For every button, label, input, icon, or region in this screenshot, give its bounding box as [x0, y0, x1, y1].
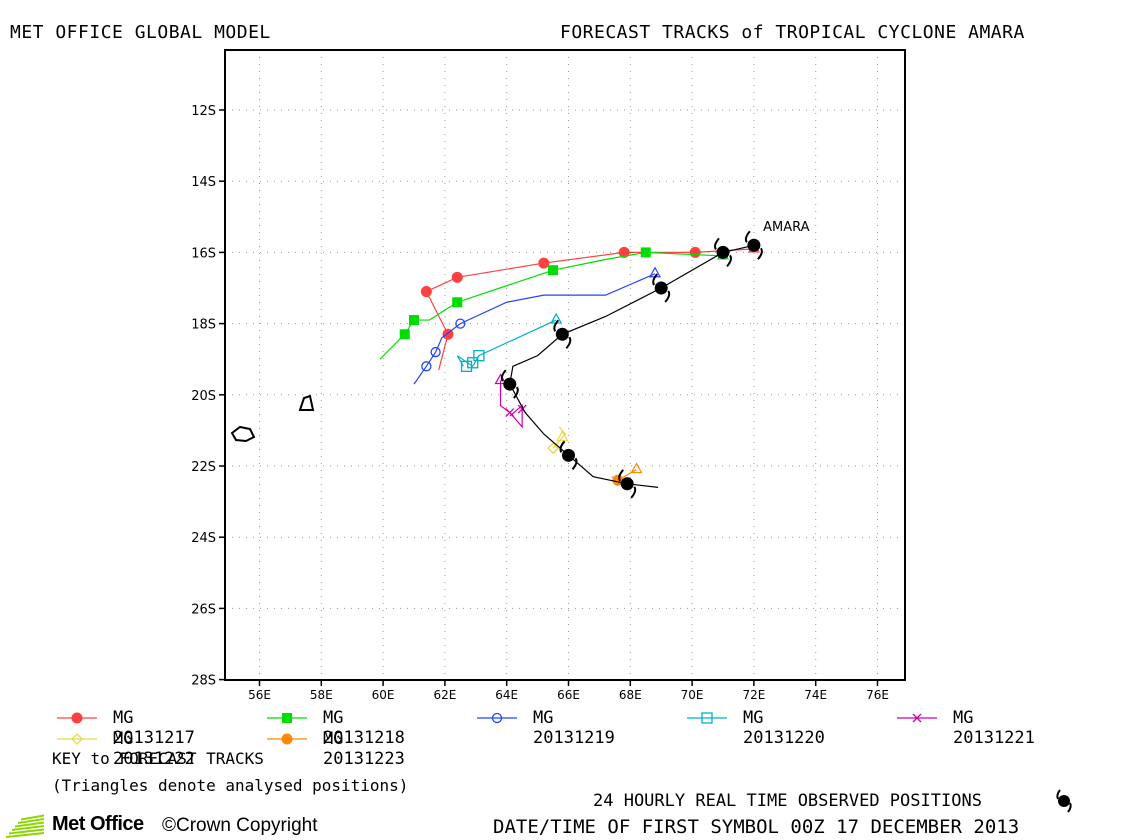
track-marker [640, 247, 651, 258]
crown-copyright: ©Crown Copyright [162, 815, 318, 836]
observed-track-line [509, 244, 755, 488]
storm-label: AMARA [763, 220, 810, 235]
x-axis-ticks: 56E 58E 60E 62E 64E 66E 68E 70E 72E 74E 76E [248, 680, 889, 700]
legend-swatch-icon [267, 733, 307, 745]
track-marker [538, 257, 550, 269]
cyclone-symbol-icon [714, 237, 732, 268]
track-marker [421, 361, 432, 372]
legend-label: MG 20131217 [113, 708, 195, 748]
track-chart: 56E 58E 60E 62E 64E 66E 68E 70E 72E 74E 76E 12S 14S… [191, 49, 906, 700]
cyclone-symbol-icon [744, 230, 763, 260]
observed-positions-label: 24 HOURLY REAL TIME OBSERVED POSITIONS [593, 791, 982, 811]
legend-label: MG 20131222 [113, 729, 195, 769]
x-tick-label: 56E [248, 688, 271, 700]
forecast-track-2 [413, 266, 662, 385]
analysed-position-triangle [556, 430, 569, 442]
y-tick-label: 28S [191, 674, 216, 689]
track-marker [473, 349, 485, 362]
x-tick-label: 76E [866, 688, 889, 700]
key-title: KEY to FORECAST TRACKS [52, 749, 264, 768]
cyclone-symbol-icon [652, 273, 671, 303]
legend-swatch-icon [687, 712, 727, 724]
forecast-track-5 [547, 426, 569, 455]
track-marker [460, 360, 473, 372]
key-note: (Triangles denote analysed positions) [52, 776, 409, 795]
track-marker [420, 286, 432, 298]
x-tick-label: 74E [804, 688, 827, 700]
cyclone-symbol-icon [1056, 789, 1072, 813]
track-line [413, 273, 656, 385]
forecast-track-3 [456, 312, 563, 372]
first-symbol-datetime: DATE/TIME OF FIRST SYMBOL 00Z 17 DECEMBE… [493, 816, 1020, 838]
track-line [456, 319, 557, 368]
x-tick-label: 68E [619, 688, 642, 700]
cyclone-symbol-icon [559, 440, 578, 470]
cyclone-symbol-icon [500, 369, 519, 399]
track-marker [430, 346, 441, 358]
model-title: MET OFFICE GLOBAL MODEL [10, 22, 271, 43]
legend-label: MG 20131220 [743, 708, 825, 748]
observed-track [500, 230, 763, 499]
islands [230, 394, 315, 443]
plot-frame [224, 49, 906, 681]
island-reunion [230, 425, 256, 443]
island-mauritius [298, 394, 315, 411]
forecast-track-0 [420, 241, 760, 371]
x-tick-label: 64E [495, 688, 518, 700]
track-marker [451, 271, 463, 283]
y-tick-label: 20S [191, 389, 216, 404]
y-tick-label: 22S [191, 460, 216, 475]
legend-swatch-icon [57, 733, 97, 745]
track-marker [547, 442, 559, 455]
legend-label: MG 20131223 [323, 729, 405, 769]
met-office-logo-icon [6, 814, 44, 838]
y-tick-label: 16S [191, 246, 216, 261]
track-marker [399, 329, 410, 340]
y-tick-label: 18S [191, 318, 216, 333]
track-marker [689, 246, 701, 258]
y-tick-label: 26S [191, 602, 216, 617]
x-tick-label: 60E [372, 688, 395, 700]
y-tick-label: 12S [191, 104, 216, 119]
x-tick-label: 58E [310, 688, 333, 700]
legend-label: MG 20131218 [323, 708, 405, 748]
legend-swatch-icon [477, 712, 517, 724]
legend-label: MG 20131219 [533, 708, 615, 748]
track-marker [548, 265, 559, 276]
forecast-tracks [379, 241, 760, 486]
analysed-position-triangle [630, 462, 643, 474]
y-tick-label: 14S [191, 175, 216, 190]
cyclone-symbol-icon [553, 319, 572, 349]
chart-title: FORECAST TRACKS of TROPICAL CYCLONE AMAR… [560, 22, 1025, 43]
legend-swatch-icon [897, 713, 937, 723]
track-marker [505, 408, 515, 418]
x-tick-label: 62E [433, 688, 456, 700]
legend-swatch-icon [57, 712, 97, 724]
met-office-logo-text: Met Office [52, 813, 144, 835]
track-marker [467, 357, 479, 369]
y-tick-label: 24S [191, 531, 216, 546]
track-marker [618, 246, 630, 258]
x-tick-label: 66E [557, 688, 580, 700]
track-line [425, 248, 754, 371]
chart-grid [225, 50, 905, 681]
x-tick-label: 70E [681, 688, 704, 700]
x-tick-label: 72E [742, 688, 765, 700]
cyclone-symbol-icon [618, 469, 637, 499]
analysed-position-triangle [494, 373, 507, 385]
legend-swatch-icon [267, 713, 307, 723]
legend-label: MG 20131221 [953, 708, 1035, 748]
forecast-track-4 [494, 373, 527, 429]
track-marker [455, 318, 466, 329]
track-marker [452, 297, 463, 308]
track-marker [409, 315, 419, 326]
y-axis-ticks: 12S 14S 16S 18S 20S 22S 24S 26S 28S [191, 104, 225, 689]
